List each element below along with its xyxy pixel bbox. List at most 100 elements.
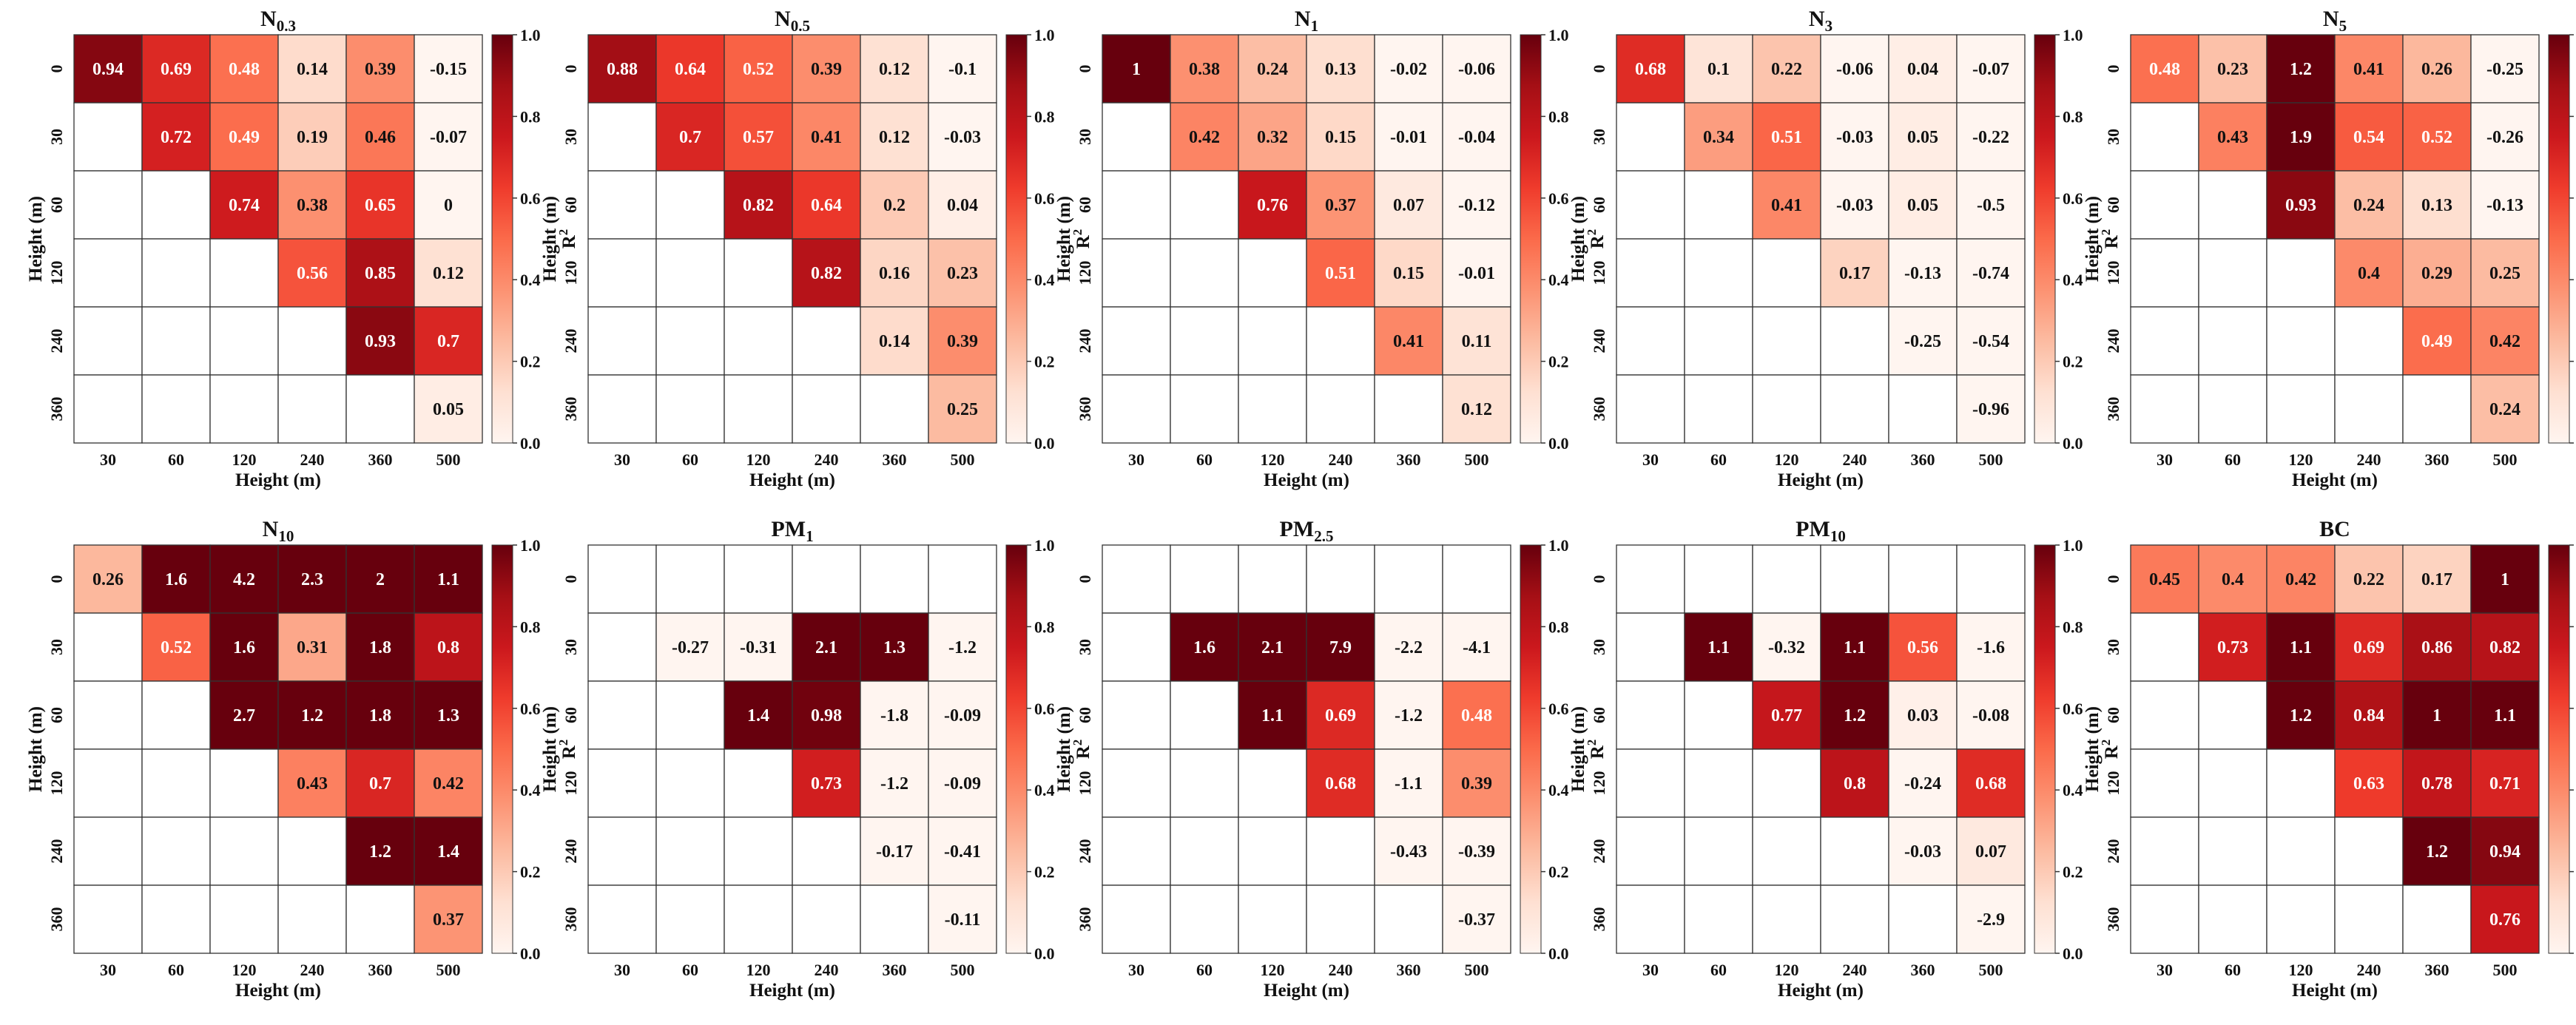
colorbar: [2548, 544, 2570, 954]
heatmap-cell-empty: [587, 306, 657, 376]
heatmap-cell: [928, 680, 997, 750]
heatmap-cell-empty: [587, 884, 657, 954]
heatmap-cell-empty: [928, 544, 997, 614]
heatmap-cell: [1442, 238, 1511, 308]
y-axis-label: Height (m): [1054, 706, 1074, 792]
heatmap-cell-empty: [587, 748, 657, 818]
panel-title: PM10: [1796, 517, 1846, 545]
panel-title-main: PM: [771, 517, 806, 541]
heatmap-cell: [414, 238, 483, 308]
colorbar-tick-label: 0.4: [520, 781, 541, 799]
heatmap-cell: [1442, 748, 1511, 818]
heatmap-cell: [1956, 884, 2026, 954]
colorbar-tick-label: 0.2: [520, 863, 541, 882]
heatmap-cell-value: 0.56: [1907, 638, 1938, 657]
x-tick-label: 60: [682, 450, 698, 469]
colorbar-label: R2: [1585, 229, 1608, 249]
heatmap-cell-empty: [655, 884, 725, 954]
y-axis-label: Height (m): [26, 706, 46, 792]
heatmap-cell-empty: [860, 544, 929, 614]
heatmap-cell-empty: [724, 374, 793, 444]
heatmap-panel: N11 0.38 0.24 0.13 -0.02 -0.060.42 0.32 0.15 -0.…: [1054, 7, 1608, 490]
heatmap-cell-empty: [2130, 884, 2199, 954]
heatmap-cell: [2470, 612, 2540, 682]
heatmap-cell-value: 0.05: [1907, 196, 1938, 215]
heatmap-cell-empty: [2130, 816, 2199, 886]
heatmap-cell-empty: [1306, 816, 1375, 886]
heatmap-cell-empty: [1684, 680, 1753, 750]
x-axis-label: Height (m): [235, 981, 321, 1001]
heatmap-cell-empty: [1616, 748, 1685, 818]
heatmap-cell-value: -0.17: [876, 842, 913, 862]
panel-title: PM1: [771, 517, 813, 545]
heatmap-cell-empty: [1684, 816, 1753, 886]
heatmap-cell-value: 0.64: [675, 60, 706, 79]
heatmap-cell: [1442, 34, 1511, 104]
y-axis-label: Height (m): [1568, 196, 1588, 282]
heatmap-cell-value: -1.8: [880, 706, 908, 725]
y-tick-label: 30: [1590, 129, 1608, 145]
y-tick-label: 240: [562, 329, 580, 353]
y-tick-label: 30: [562, 129, 580, 145]
heatmap-cell: [792, 612, 861, 682]
heatmap-cell-value: 0.31: [297, 638, 328, 657]
y-tick-label: 0: [1076, 575, 1094, 583]
x-tick-label: 360: [1911, 961, 1935, 979]
heatmap-cell: [928, 816, 997, 886]
heatmap-cell-empty: [1102, 544, 1171, 614]
heatmap-cell-value: 0.65: [365, 196, 396, 215]
heatmap-cell-empty: [1684, 374, 1753, 444]
heatmap-cell-empty: [345, 884, 415, 954]
heatmap-cell-empty: [1820, 816, 1889, 886]
heatmap-cell-value: 0: [444, 196, 453, 215]
heatmap-cell-value: 0.69: [2353, 638, 2384, 657]
heatmap-cell: [724, 680, 793, 750]
heatmap-cell-empty: [2130, 680, 2199, 750]
heatmap-panel: PM2.5 1.6 2.1 7.9 -2.2 -4.1 1.1 0.69 -1.2 0.48 0.6…: [1054, 517, 1608, 1001]
colorbar-tick-label: 0.6: [520, 189, 541, 208]
heatmap-cell: [1820, 612, 1889, 682]
heatmap-cell-value: 0.63: [2353, 774, 2384, 794]
y-tick-label: 360: [2104, 397, 2122, 422]
heatmap-cell-value: -0.39: [1458, 842, 1495, 862]
heatmap-cell-value: -0.37: [1458, 910, 1495, 930]
heatmap-cell: [1752, 170, 1821, 240]
colorbar-label-base: R: [1073, 234, 1093, 248]
heatmap-cell-value: 0.15: [1393, 264, 1424, 283]
colorbar-label-base: R: [1588, 745, 1608, 759]
y-tick-label: 30: [562, 639, 580, 655]
x-tick-label: 30: [2157, 450, 2173, 469]
heatmap-cell-value: 0.42: [1189, 128, 1220, 147]
heatmap-cell: [2266, 170, 2336, 240]
heatmap-cell: [414, 612, 483, 682]
heatmap-cell-value: -0.07: [430, 128, 467, 147]
colorbar-tick-label: 0.0: [2063, 434, 2083, 453]
heatmap-cell-value: 1: [2432, 706, 2441, 725]
heatmap-cell-empty: [1442, 544, 1511, 614]
heatmap-cell: [345, 306, 415, 376]
heatmap-cell: [1752, 34, 1821, 104]
heatmap-cell-value: 1.3: [883, 638, 906, 657]
colorbar-tick-label: 0.0: [1548, 944, 1569, 963]
y-tick-label: 120: [47, 261, 66, 285]
x-axis-label: Height (m): [749, 981, 835, 1001]
colorbar-tick-label: 1.0: [520, 536, 541, 555]
heatmap-cell-empty: [1102, 102, 1171, 172]
x-axis-label: Height (m): [1264, 470, 1349, 490]
heatmap-cell-empty: [141, 170, 211, 240]
heatmap-cell: [345, 680, 415, 750]
panel-title: N10: [263, 517, 294, 545]
panel-title: PM2.5: [1280, 517, 1334, 545]
heatmap-cell-empty: [1888, 884, 1958, 954]
heatmap-cell: [1238, 34, 1307, 104]
heatmap-cell: [2402, 544, 2472, 614]
heatmap-cell: [860, 306, 929, 376]
heatmap-cell-empty: [1102, 306, 1171, 376]
colorbar-label: R2: [556, 740, 579, 760]
panel-title-main: PM: [1796, 517, 1830, 541]
y-tick-label: 360: [1076, 907, 1094, 932]
heatmap-cell-empty: [1752, 816, 1821, 886]
heatmap-cell-value: -0.26: [2486, 128, 2523, 147]
heatmap-cell-value: 0.98: [811, 706, 842, 725]
y-tick-label: 360: [47, 397, 66, 422]
